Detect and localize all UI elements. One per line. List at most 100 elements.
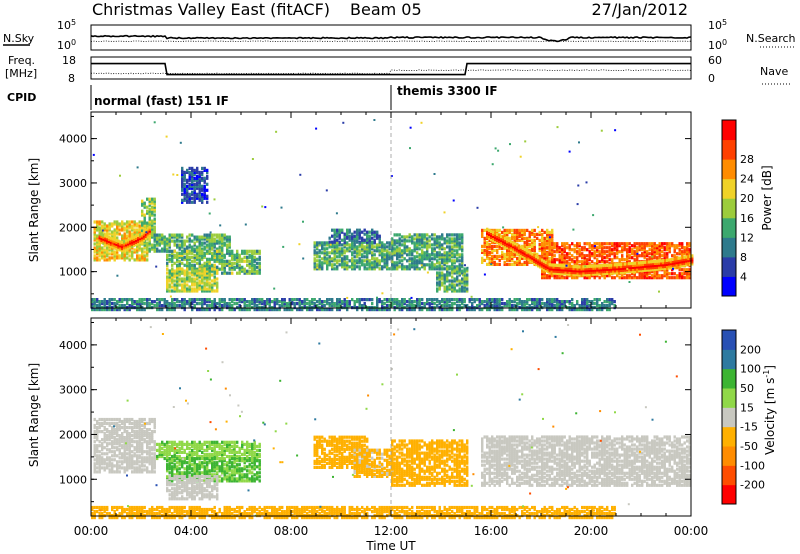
heatmap-cell (148, 215, 151, 219)
heatmap-cell (523, 300, 526, 304)
heatmap-cell (371, 308, 374, 312)
heatmap-cell (243, 298, 246, 302)
heatmap-cell (676, 246, 679, 250)
heatmap-cell (115, 246, 118, 250)
heatmap-cell (508, 241, 511, 245)
heatmap-cell (178, 289, 181, 293)
heatmap-cell (456, 300, 459, 304)
heatmap-cell (568, 248, 571, 252)
heatmap-cell (653, 252, 656, 256)
heatmap-cell (156, 308, 159, 312)
heatmap-cell (596, 304, 599, 308)
heatmap-cell (161, 249, 164, 253)
heatmap-cell (136, 308, 139, 312)
heatmap-cell (211, 253, 214, 257)
heatmap-cell (137, 233, 140, 238)
heatmap-cell (542, 267, 546, 271)
heatmap-cell (628, 242, 631, 246)
heatmap-cell (488, 238, 491, 242)
heatmap-cell (178, 271, 181, 275)
heatmap-cell (206, 277, 209, 281)
heatmap-cell (198, 237, 201, 241)
heatmap-cell (611, 250, 614, 254)
heatmap-cell (318, 251, 321, 255)
heatmap-cell (166, 237, 169, 241)
heatmap-cell (151, 233, 154, 237)
heatmap-cell (133, 222, 136, 226)
heatmap-cell (191, 186, 194, 190)
heatmap-cell (596, 264, 599, 268)
heatmap-cell (253, 263, 256, 267)
heatmap-cell (393, 263, 396, 267)
heatmap-cell (502, 244, 505, 248)
heatmap-cell (201, 281, 204, 285)
heatmap-cell (316, 253, 319, 257)
heatmap-cell (176, 289, 179, 293)
heatmap-cell (398, 239, 401, 243)
heatmap-cell (502, 238, 505, 242)
heatmap-cell (346, 230, 349, 234)
heatmap-cell (206, 300, 209, 304)
heatmap-cell (183, 196, 186, 200)
heatmap-cell (338, 243, 341, 247)
nsearch-label: N.Search (746, 32, 796, 45)
heatmap-cell (401, 253, 404, 257)
heatmap-cell (351, 259, 354, 263)
heatmap-cell (183, 182, 186, 186)
heatmap-cell (208, 249, 211, 253)
heatmap-cell (543, 230, 546, 234)
heatmap-cell (526, 242, 529, 246)
heatmap-cell (596, 274, 599, 278)
heatmap-cell (451, 298, 454, 302)
heatmap-cell (492, 238, 495, 242)
heatmap-cell (683, 250, 686, 254)
heatmap-cell (121, 256, 124, 260)
heatmap-cell (643, 248, 646, 252)
heatmap-cell (678, 268, 681, 272)
heatmap-cell (386, 261, 389, 265)
heatmap-cell (456, 235, 459, 239)
heatmap-cell (273, 302, 276, 306)
heatmap-cell (206, 251, 209, 255)
heatmap-cell (633, 250, 636, 254)
heatmap-cell (386, 259, 389, 263)
heatmap-cell (273, 308, 276, 312)
heatmap-cell (578, 273, 581, 277)
heatmap-cell (153, 300, 156, 304)
heatmap-cell (500, 235, 503, 239)
heatmap-cell (341, 263, 344, 267)
heatmap-cell (511, 228, 514, 232)
heatmap-cell (218, 304, 221, 308)
heatmap-cell (256, 300, 259, 304)
heatmap-cell (423, 235, 426, 239)
heatmap-cell (533, 228, 536, 232)
heatmap-cell (513, 298, 516, 302)
heatmap-cell (106, 232, 109, 236)
heatmap-cell (198, 192, 201, 196)
heatmap-cell (598, 268, 601, 272)
heatmap-cell (591, 260, 594, 264)
heatmap-cell (623, 242, 626, 246)
heatmap-cell (393, 253, 396, 257)
heatmap-cell (253, 257, 256, 261)
heatmap-cell (563, 260, 566, 264)
heatmap-cell (351, 238, 354, 242)
heatmap-cell (566, 264, 569, 268)
heatmap-cell (543, 256, 546, 260)
heatmap-cell (333, 253, 336, 257)
heatmap-cell (131, 300, 134, 304)
heatmap-cell (113, 232, 116, 236)
heatmap-cell (621, 248, 624, 252)
heatmap-cell (581, 248, 584, 252)
heatmap-cell (663, 272, 666, 276)
heatmap-cell (586, 262, 589, 266)
heatmap-cell (490, 233, 493, 237)
heatmap-cell (406, 235, 409, 239)
heatmap-cell (576, 308, 579, 312)
heatmap-cell (188, 304, 191, 308)
heatmap-cell (178, 283, 181, 287)
heatmap-cell (681, 274, 684, 278)
heatmap-cell (626, 250, 629, 254)
heatmap-cell (618, 260, 621, 264)
heatmap-cell (552, 269, 555, 273)
